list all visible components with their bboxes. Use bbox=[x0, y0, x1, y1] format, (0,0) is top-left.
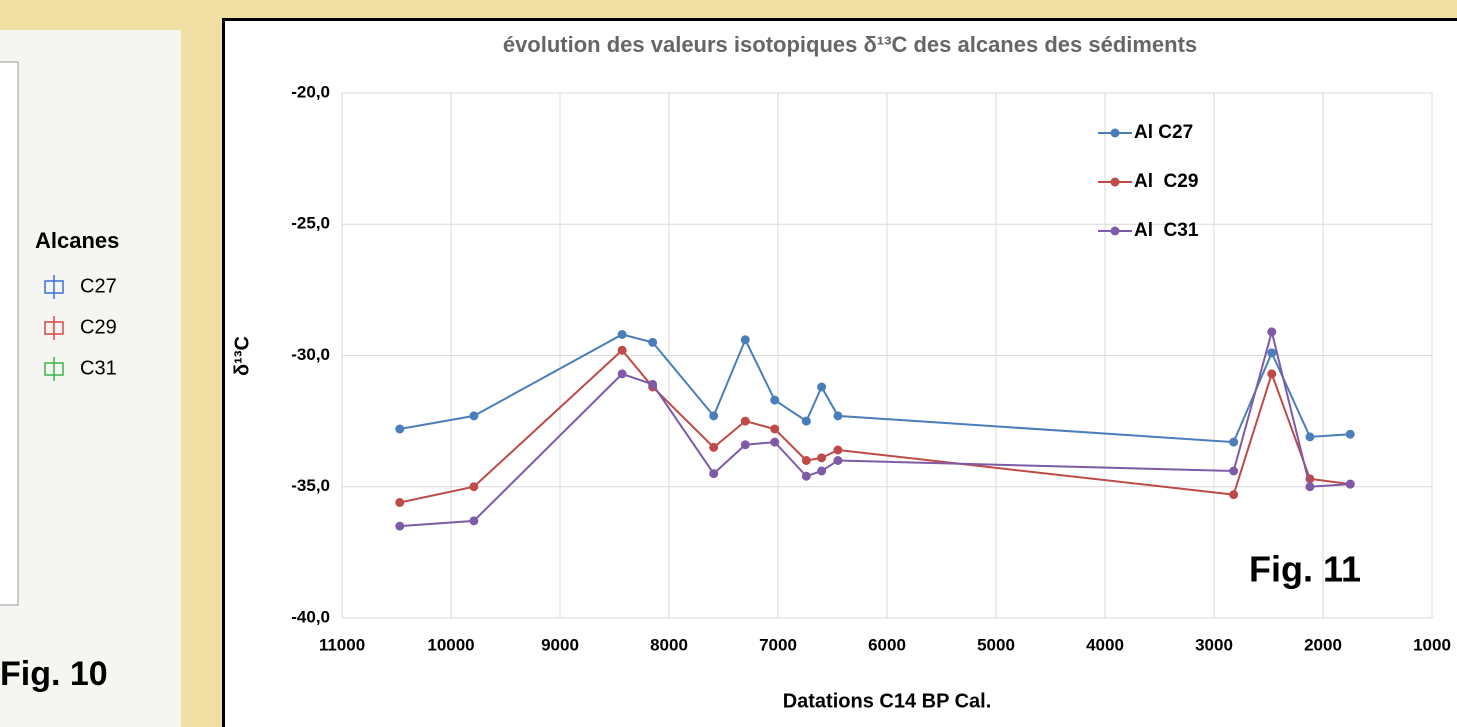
data-point bbox=[1229, 466, 1239, 476]
legend-title: Alcanes bbox=[35, 228, 119, 253]
series-line bbox=[399, 348, 1351, 504]
data-point bbox=[395, 424, 405, 434]
x-tick-label: 10000 bbox=[427, 635, 474, 654]
data-point bbox=[709, 469, 719, 479]
chart-title: évolution des valeurs isotopiques δ¹³C d… bbox=[503, 32, 1197, 57]
data-point bbox=[709, 442, 719, 452]
data-point bbox=[648, 337, 658, 347]
legend-marker bbox=[1110, 226, 1120, 236]
data-point bbox=[770, 437, 780, 447]
legend-label: C31 bbox=[80, 357, 117, 379]
legend-label: Al C27 bbox=[1134, 122, 1193, 143]
legend-marker bbox=[1110, 128, 1120, 138]
data-point bbox=[833, 411, 843, 421]
data-point bbox=[833, 445, 843, 455]
data-point bbox=[801, 456, 811, 465]
data-point bbox=[770, 424, 780, 434]
y-tick-label: -35,0 bbox=[291, 476, 330, 495]
data-point bbox=[817, 453, 827, 463]
x-tick-label: 2000 bbox=[1304, 635, 1342, 654]
data-point bbox=[395, 498, 405, 507]
y-tick-label: -20,0 bbox=[291, 82, 330, 101]
data-point bbox=[709, 411, 719, 421]
left-plot-box bbox=[0, 61, 19, 606]
data-point bbox=[1267, 348, 1277, 358]
legend-label: C27 bbox=[80, 275, 117, 297]
annotation: Fig. 11 bbox=[1249, 549, 1361, 590]
chart-frame bbox=[222, 18, 1457, 727]
data-point bbox=[617, 330, 627, 339]
series-line bbox=[399, 333, 1351, 444]
x-tick-label: 8000 bbox=[650, 635, 688, 654]
x-tick-label: 5000 bbox=[977, 635, 1015, 654]
left-panel bbox=[0, 30, 181, 727]
x-tick-label: 9000 bbox=[541, 635, 579, 654]
data-point bbox=[1267, 327, 1277, 337]
y-tick-label: -25,0 bbox=[291, 214, 330, 233]
y-tick-label: -30,0 bbox=[291, 345, 330, 364]
data-point bbox=[469, 516, 479, 526]
data-point bbox=[1345, 429, 1355, 439]
data-point bbox=[740, 335, 750, 345]
x-tick-label: 4000 bbox=[1086, 635, 1124, 654]
data-point bbox=[469, 411, 479, 421]
data-point bbox=[1305, 482, 1315, 492]
series-line bbox=[399, 327, 1351, 528]
data-point bbox=[770, 395, 780, 405]
data-point bbox=[1267, 369, 1277, 379]
legend-label: Al C29 bbox=[1134, 171, 1198, 192]
legend-label: Al C31 bbox=[1134, 220, 1199, 241]
legend-marker bbox=[1110, 177, 1120, 187]
y-tick-label: -40,0 bbox=[291, 607, 330, 626]
data-point bbox=[617, 369, 627, 379]
x-tick-label: 11000 bbox=[319, 635, 365, 654]
data-point bbox=[833, 456, 843, 465]
data-point bbox=[469, 482, 479, 492]
data-point bbox=[395, 521, 405, 531]
data-point bbox=[740, 416, 750, 426]
x-tick-label: 7000 bbox=[759, 635, 797, 654]
x-axis-label: Datations C14 BP Cal. bbox=[783, 690, 992, 712]
x-tick-label: 6000 bbox=[868, 635, 906, 654]
data-point bbox=[740, 440, 750, 450]
data-point bbox=[817, 466, 827, 476]
data-point bbox=[801, 416, 811, 426]
figure-label: Fig. 10 bbox=[0, 655, 108, 693]
data-point bbox=[1305, 432, 1315, 442]
data-point bbox=[1345, 479, 1355, 489]
x-tick-label: 1000 bbox=[1413, 635, 1451, 654]
data-point bbox=[817, 382, 827, 392]
data-point bbox=[617, 345, 627, 355]
data-point bbox=[648, 379, 658, 389]
data-point bbox=[1229, 490, 1239, 500]
y-axis-label: δ¹³C bbox=[231, 336, 253, 376]
x-tick-label: 3000 bbox=[1195, 635, 1233, 654]
legend-label: C29 bbox=[80, 316, 117, 338]
data-point bbox=[1229, 437, 1239, 447]
data-point bbox=[801, 471, 811, 481]
